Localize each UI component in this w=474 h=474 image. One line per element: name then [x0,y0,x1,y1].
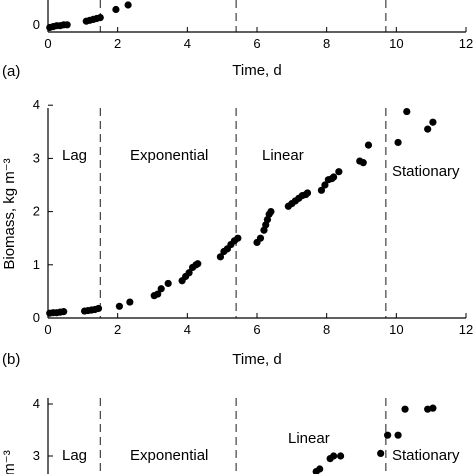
data-point [384,431,392,439]
phase-label-stationary: Stationary [392,163,460,180]
x-tick-label: 0 [44,322,51,337]
data-point [234,234,242,242]
data-point [335,168,343,176]
phase-label-linear: Linear [262,147,304,164]
panel-b-label: (b) [2,351,20,368]
data-point [256,234,265,242]
phase-label-stationary-c: Stationary [392,447,460,464]
x-tick-label: 10 [389,36,403,51]
panel-a-phase-boundaries [99,0,387,32]
panel-b-phase-boundaries [99,108,387,318]
data-point [216,253,225,261]
panel-b-x-axis-label: Time, d [232,351,281,368]
y-tick-label: 2 [33,204,40,219]
y-tick-label: 3 [33,448,40,463]
x-tick-label: 4 [184,36,191,51]
x-tick-label: 6 [253,36,260,51]
data-point [394,431,402,439]
panel-a-y-tick-label: 0 [33,17,40,32]
phase-label-lag-c: Lag [62,447,87,464]
data-point [63,21,71,29]
data-point [337,452,345,460]
data-point [124,1,132,9]
data-point [303,189,312,197]
data-point [403,107,411,116]
panel-c-ticks: 34 [33,396,53,463]
phase-label-exponential-c: Exponential [130,447,208,464]
panel-a: 0 2 4 6 8 10 12 0 Time, d (a) [2,0,473,80]
phase-label-linear-c: Linear [288,430,330,447]
data-point [394,138,402,147]
y-tick-label: 4 [33,97,40,112]
x-tick-label: 10 [389,322,403,337]
x-tick-label: 8 [323,322,330,337]
data-point [317,186,326,194]
x-tick-label: 12 [459,322,473,337]
data-point [424,125,432,133]
data-point [321,181,329,189]
data-point [112,5,120,14]
data-point [154,290,162,298]
data-point [377,449,385,457]
phase-label-lag: Lag [62,147,87,164]
panel-a-points [46,1,132,32]
data-point [401,405,409,413]
data-point [60,308,68,316]
panel-a-label: (a) [2,63,20,80]
x-tick-label: 2 [114,36,121,51]
data-point [164,279,172,288]
data-point [429,118,437,126]
panel-a-x-axis-label: Time, d [232,62,281,79]
y-tick-label: 1 [33,257,40,272]
data-point [267,208,275,216]
panel-a-x-ticks: 0 2 4 6 8 10 12 [44,27,473,51]
data-point [194,260,202,268]
data-point [330,452,338,460]
data-point [96,14,104,22]
x-tick-label: 12 [459,36,473,51]
x-tick-label: 4 [184,322,191,337]
y-tick-label: 3 [33,150,40,165]
data-point [316,465,324,473]
panel-c-points [312,404,437,474]
y-tick-label: 4 [33,396,40,411]
data-point [185,269,193,277]
panel-c: 34 Lag Exponential Linear Stationary m⁻³ [1,396,460,474]
y-tick-label: 0 [33,310,40,325]
data-point [115,302,124,310]
data-point [364,141,373,149]
data-point [359,159,367,167]
data-point [126,298,134,306]
x-tick-label: 6 [253,322,260,337]
data-point [157,285,165,293]
phase-label-exponential: Exponential [130,147,208,164]
data-point [94,304,103,313]
x-tick-label: 0 [44,36,51,51]
x-tick-label: 8 [323,36,330,51]
data-point [429,404,437,412]
panel-c-y-axis-label: m⁻³ [1,450,18,474]
panel-b-y-axis-label: Biomass, kg m⁻³ [1,158,18,269]
panel-b-points [46,107,437,317]
data-point [330,173,338,181]
x-tick-label: 2 [114,322,121,337]
